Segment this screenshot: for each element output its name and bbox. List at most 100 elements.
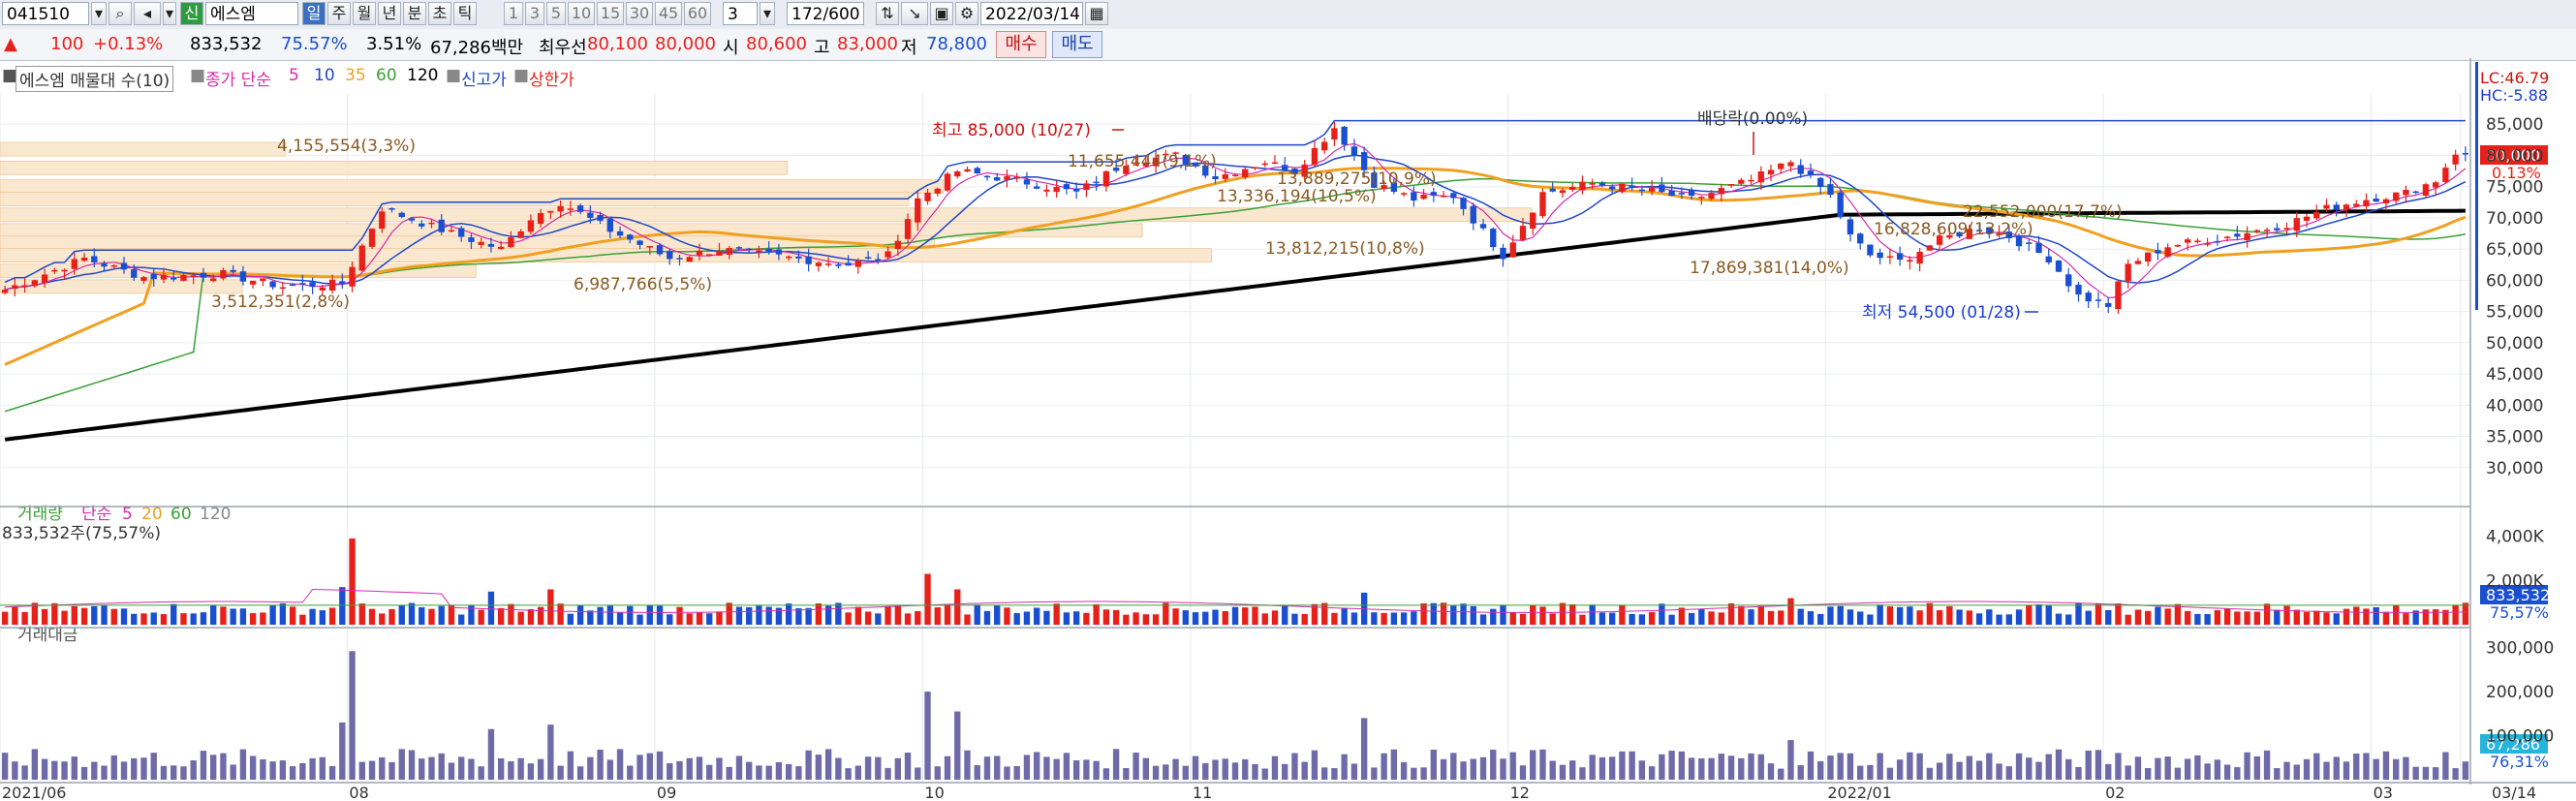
calendar-icon[interactable]: ▦ bbox=[1085, 2, 1108, 25]
x-tick-label: 09 bbox=[657, 784, 676, 801]
amount-bar bbox=[656, 751, 664, 780]
chart-tool-icon[interactable]: ⇅ bbox=[876, 2, 899, 25]
period-second-button[interactable]: 초 bbox=[428, 2, 451, 25]
amount-bar bbox=[537, 758, 544, 780]
count-5-button[interactable]: 5 bbox=[546, 2, 566, 25]
amount-bar bbox=[1975, 760, 1983, 780]
amount-bar bbox=[71, 756, 78, 780]
volume-bar bbox=[2125, 614, 2131, 625]
candle bbox=[1301, 164, 1308, 177]
legend-limit-up[interactable]: 상한가 bbox=[529, 71, 574, 90]
amount-bar bbox=[1608, 756, 1616, 780]
volume-bar bbox=[1539, 606, 1546, 625]
count-45-button[interactable]: 45 bbox=[655, 2, 682, 25]
save-icon[interactable]: ▣ bbox=[930, 2, 953, 25]
count-30-button[interactable]: 30 bbox=[626, 2, 653, 25]
legend-new-high[interactable]: 신고가 bbox=[461, 71, 507, 90]
amount-bar bbox=[1182, 765, 1189, 780]
volume-bar bbox=[279, 603, 287, 625]
candle bbox=[2333, 204, 2340, 210]
amount-bar bbox=[1450, 753, 1457, 780]
stock-code-input[interactable]: 041510 bbox=[2, 2, 89, 25]
candle bbox=[805, 256, 812, 264]
x-tick-label: 12 bbox=[1510, 784, 1530, 801]
search-icon[interactable]: ⌕ bbox=[109, 2, 132, 25]
amount-bar bbox=[2155, 757, 2161, 780]
amount-bar bbox=[1242, 758, 1249, 780]
count-60-button[interactable]: 60 bbox=[684, 2, 711, 25]
candle bbox=[1470, 205, 1476, 224]
amount-bar bbox=[2095, 750, 2102, 780]
amount-bar bbox=[2452, 768, 2459, 780]
count-select[interactable]: 3 bbox=[723, 2, 758, 25]
best-bid: 80,000 bbox=[655, 34, 716, 54]
count-10-button[interactable]: 10 bbox=[568, 2, 595, 25]
period-year-button[interactable]: 년 bbox=[378, 2, 401, 25]
count-3-button[interactable]: 3 bbox=[525, 2, 544, 25]
count-dropdown-icon[interactable]: ▾ bbox=[760, 2, 775, 25]
amount-bar bbox=[1470, 758, 1476, 780]
volume-bar bbox=[2234, 611, 2241, 625]
vol-legend-ma: 단순 bbox=[81, 505, 111, 524]
buy-button[interactable]: 매수 bbox=[996, 31, 1046, 58]
low-annotation: 최저 54,500 (01/28) bbox=[1862, 303, 2021, 323]
legend-close-ma[interactable]: 종가 단순 bbox=[205, 71, 271, 90]
volume-bar bbox=[2134, 609, 2142, 625]
period-month-button[interactable]: 월 bbox=[353, 2, 376, 25]
candle bbox=[765, 248, 772, 253]
speaker-dropdown-icon[interactable]: ▾ bbox=[163, 2, 176, 25]
amount-bar bbox=[1282, 763, 1288, 780]
draw-tool-icon[interactable]: ↘ bbox=[901, 2, 928, 25]
candle bbox=[1748, 179, 1754, 182]
x-tick-label: 02 bbox=[2105, 784, 2125, 801]
amount-bar bbox=[468, 758, 475, 780]
amount-bar bbox=[1341, 754, 1348, 780]
volume-bar bbox=[606, 605, 613, 625]
volume-bar bbox=[2442, 609, 2449, 625]
amount-bar bbox=[627, 765, 634, 780]
amount-bar bbox=[2293, 764, 2300, 780]
period-week-button[interactable]: 주 bbox=[327, 2, 351, 25]
volume-bar bbox=[2244, 611, 2250, 625]
volume-bar bbox=[627, 605, 634, 625]
volume-bar bbox=[1341, 607, 1348, 625]
date-input[interactable]: 2022/03/14 bbox=[980, 2, 1083, 25]
volume-bar bbox=[1023, 611, 1031, 625]
profile-label: 22,552,000(17,7%) bbox=[1963, 202, 2123, 222]
volume-bar bbox=[379, 613, 386, 625]
amount-bar bbox=[2382, 751, 2390, 780]
amount-bar bbox=[2045, 754, 2052, 780]
volume-bar bbox=[1, 611, 9, 625]
profile-label: 11,655,444(9,1%) bbox=[1068, 152, 1217, 171]
count-1-button[interactable]: 1 bbox=[504, 2, 523, 25]
candle bbox=[1023, 179, 1031, 185]
count-15-button[interactable]: 15 bbox=[597, 2, 624, 25]
candle bbox=[845, 262, 852, 266]
volume-bar bbox=[1350, 612, 1358, 625]
volume-bar bbox=[805, 607, 812, 625]
candle bbox=[419, 223, 425, 227]
candle bbox=[726, 248, 732, 255]
volume-bar bbox=[2353, 606, 2360, 625]
candle bbox=[1291, 169, 1298, 174]
candle bbox=[368, 229, 376, 247]
amount-bar bbox=[567, 751, 574, 780]
speaker-icon[interactable]: ◂ bbox=[134, 2, 161, 25]
candle bbox=[2452, 154, 2459, 165]
period-minute-button[interactable]: 분 bbox=[403, 2, 426, 25]
amount-bar bbox=[478, 766, 484, 780]
legend-profile[interactable]: 에스엠 매물대 수(10) bbox=[16, 66, 174, 92]
period-day-button[interactable]: 일 bbox=[302, 2, 326, 25]
gear-icon[interactable]: ⚙ bbox=[955, 2, 978, 25]
sell-button[interactable]: 매도 bbox=[1052, 31, 1102, 58]
amount-bar bbox=[2432, 767, 2439, 780]
code-dropdown-icon[interactable]: ▾ bbox=[91, 2, 107, 25]
last-price-box bbox=[2480, 145, 2548, 165]
volume-bar bbox=[1053, 603, 1060, 625]
amount-bar bbox=[2244, 752, 2250, 780]
period-tick-button[interactable]: 틱 bbox=[453, 2, 477, 25]
candle bbox=[1282, 165, 1288, 171]
candle bbox=[2422, 184, 2430, 197]
candle bbox=[1013, 176, 1020, 179]
volume-bar bbox=[1112, 609, 1120, 625]
